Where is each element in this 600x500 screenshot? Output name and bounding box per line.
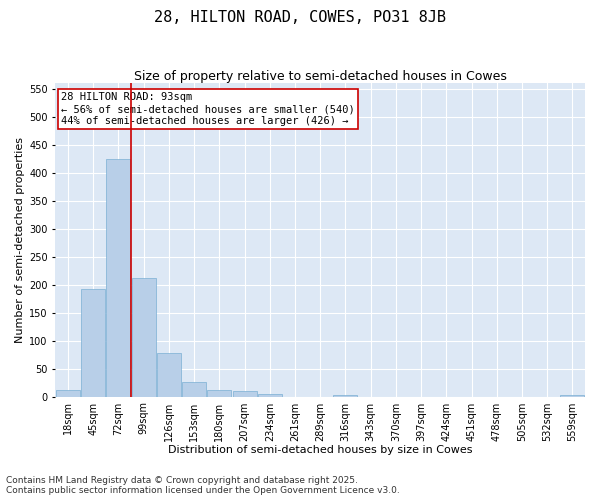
- X-axis label: Distribution of semi-detached houses by size in Cowes: Distribution of semi-detached houses by …: [168, 445, 472, 455]
- Bar: [208, 390, 232, 396]
- Text: Contains HM Land Registry data © Crown copyright and database right 2025.
Contai: Contains HM Land Registry data © Crown c…: [6, 476, 400, 495]
- Bar: [560, 395, 584, 396]
- Bar: [182, 382, 206, 396]
- Bar: [233, 391, 257, 396]
- Title: Size of property relative to semi-detached houses in Cowes: Size of property relative to semi-detach…: [134, 70, 506, 83]
- Bar: [106, 158, 130, 396]
- Text: 28 HILTON ROAD: 93sqm
← 56% of semi-detached houses are smaller (540)
44% of sem: 28 HILTON ROAD: 93sqm ← 56% of semi-deta…: [61, 92, 355, 126]
- Text: 28, HILTON ROAD, COWES, PO31 8JB: 28, HILTON ROAD, COWES, PO31 8JB: [154, 10, 446, 25]
- Y-axis label: Number of semi-detached properties: Number of semi-detached properties: [15, 137, 25, 343]
- Bar: [56, 390, 80, 396]
- Bar: [81, 288, 105, 397]
- Bar: [334, 395, 358, 396]
- Bar: [157, 354, 181, 397]
- Bar: [132, 278, 155, 396]
- Bar: [258, 394, 282, 396]
